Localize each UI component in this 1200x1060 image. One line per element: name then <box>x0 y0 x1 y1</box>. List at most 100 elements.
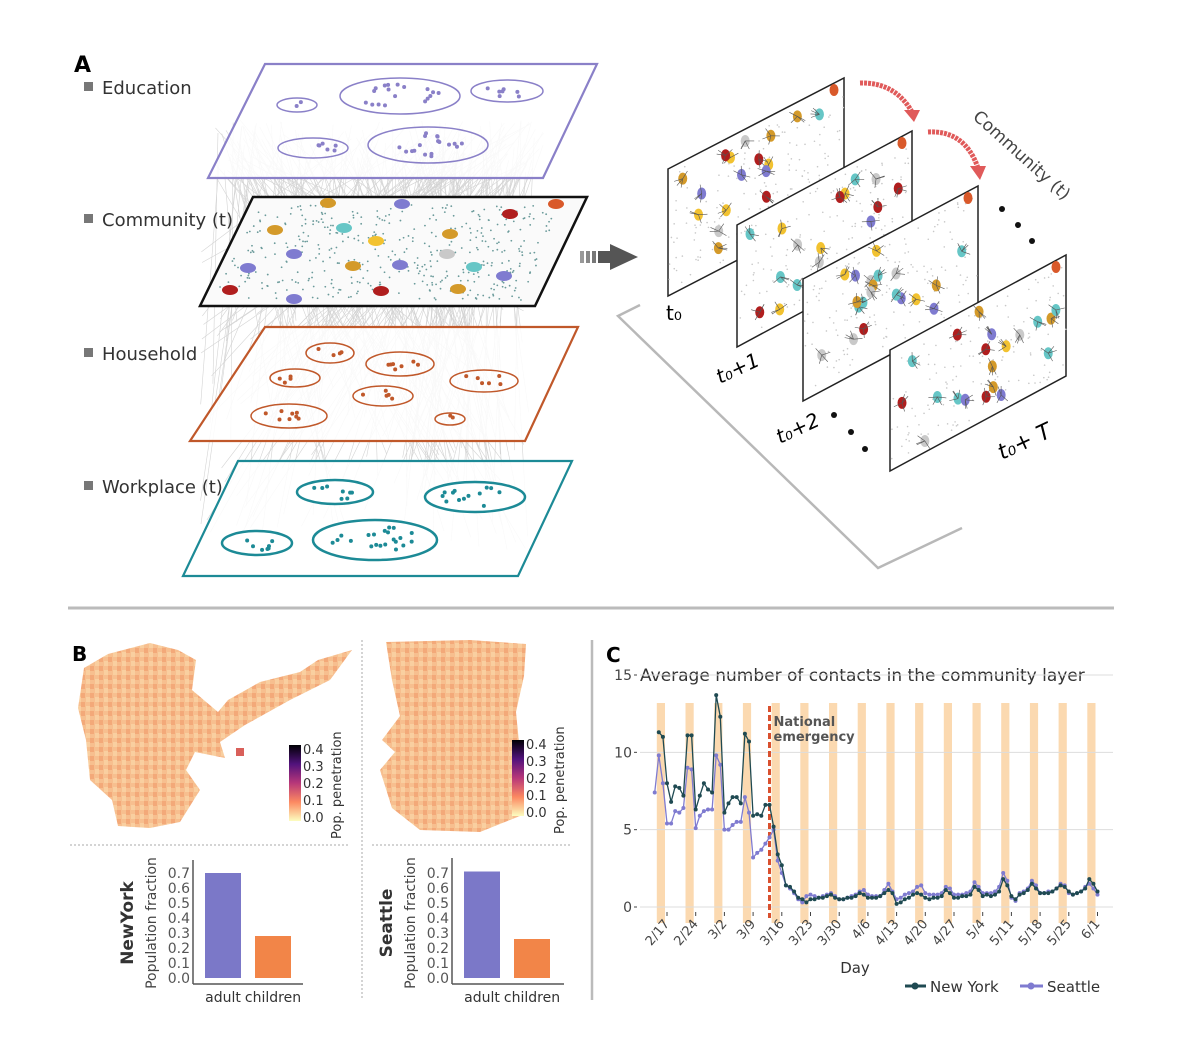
community-time-label: Community (t) <box>969 107 1074 205</box>
contact-dot <box>923 265 925 268</box>
data-point <box>689 733 694 738</box>
colorbar: 0.4 0.3 0.2 0.1 0.0 Pop. penetration <box>289 731 345 839</box>
contact-dot <box>776 124 779 126</box>
contact-edge <box>893 402 903 408</box>
data-point <box>886 887 891 892</box>
contact-dot <box>955 265 958 267</box>
person-dot <box>371 532 376 537</box>
contact-dot <box>353 258 356 261</box>
time-label-t0: t₀ <box>666 301 682 325</box>
contact-dot <box>844 265 847 267</box>
contact-edge <box>863 321 870 330</box>
contact-edge <box>896 294 905 299</box>
contact-dot <box>825 330 828 332</box>
contact-dot <box>668 278 670 281</box>
weekend-band <box>656 703 665 923</box>
contact-dot <box>350 276 353 279</box>
contact-edge <box>863 274 872 282</box>
contact-dot <box>244 280 247 283</box>
person-dot <box>461 496 466 501</box>
contact-dot <box>332 286 335 289</box>
contact-dot <box>804 344 807 347</box>
contact-dot <box>304 222 307 225</box>
contact-dot <box>788 164 791 166</box>
y-tick-label: 5 <box>623 823 632 839</box>
colorbar-tick: 0.1 <box>303 794 324 809</box>
y-tick-label: 0.3 <box>168 926 190 942</box>
location-node <box>222 285 238 295</box>
contact-dot <box>421 280 424 283</box>
colorbar-gradient <box>289 745 301 821</box>
layer-plane <box>187 325 580 443</box>
contact-dot <box>850 307 852 309</box>
person-dot <box>370 102 375 107</box>
contact-dot <box>847 263 850 265</box>
data-point <box>738 819 743 824</box>
x-tick-label: 6/1 <box>1079 917 1104 943</box>
colorbar: 0.4 0.3 0.2 0.1 0.0 Pop. penetration <box>512 726 568 834</box>
y-tick-label: 0.5 <box>427 896 449 912</box>
person-dot <box>423 99 428 104</box>
contact-dot <box>946 287 948 289</box>
contact-dot <box>454 227 457 230</box>
contact-dot <box>434 298 437 301</box>
contact-dot <box>736 177 738 180</box>
bar-chart-seattle: 0.70.60.50.40.30.20.10.0 adult children Pop… <box>377 857 564 1006</box>
contact-dot <box>675 209 677 212</box>
person-dot <box>454 144 459 149</box>
contact-dot <box>808 181 811 183</box>
contact-dot <box>306 240 309 243</box>
person-dot <box>435 134 440 139</box>
contact-dot <box>501 285 504 288</box>
person-dot <box>320 485 325 490</box>
contact-dot <box>881 162 883 165</box>
contact-dot <box>350 295 352 298</box>
contact-dot <box>954 340 957 343</box>
contact-dot <box>838 138 841 141</box>
contact-dot <box>927 282 929 285</box>
data-point <box>693 807 698 812</box>
weekend-band <box>685 703 694 923</box>
contact-edge <box>717 209 727 214</box>
weekend-band <box>857 703 866 923</box>
contact-edge <box>898 185 907 189</box>
contact-dot <box>968 315 970 317</box>
data-point <box>976 884 981 889</box>
contact-dot <box>219 286 221 288</box>
data-point <box>960 894 965 899</box>
contact-dot <box>885 327 888 330</box>
data-point <box>1091 886 1096 891</box>
person-dot <box>312 485 317 490</box>
contact-dot <box>501 262 504 264</box>
layer-label-text: Household <box>102 344 197 365</box>
contact-dot <box>398 270 401 273</box>
contact-dot <box>904 191 907 194</box>
contact-dot <box>457 275 460 278</box>
data-point <box>1009 894 1014 899</box>
contact-dot <box>398 292 400 295</box>
contact-dot <box>887 259 889 262</box>
contact-dot <box>928 378 931 380</box>
contact-dot <box>248 277 251 280</box>
data-point <box>886 881 891 886</box>
contact-dot <box>362 277 365 279</box>
contact-dot <box>431 284 434 286</box>
person-dot <box>401 543 406 548</box>
person-dot <box>516 94 521 99</box>
bar-adult <box>205 873 241 978</box>
contact-dot <box>917 227 920 229</box>
contact-dot <box>923 412 925 415</box>
data-point <box>697 813 702 818</box>
contact-dot <box>718 174 720 176</box>
contact-edge <box>863 324 872 330</box>
contact-dot <box>482 264 485 267</box>
contact-dot <box>444 207 447 209</box>
person-dot <box>452 488 457 493</box>
location-node <box>373 286 389 296</box>
data-point <box>906 895 911 900</box>
time-label-tT: t₀+ T <box>994 418 1057 465</box>
y-tick-label: 0.1 <box>168 956 190 972</box>
contact-dot <box>854 189 856 191</box>
weekend-band <box>800 703 809 923</box>
contact-edge <box>997 341 1007 347</box>
